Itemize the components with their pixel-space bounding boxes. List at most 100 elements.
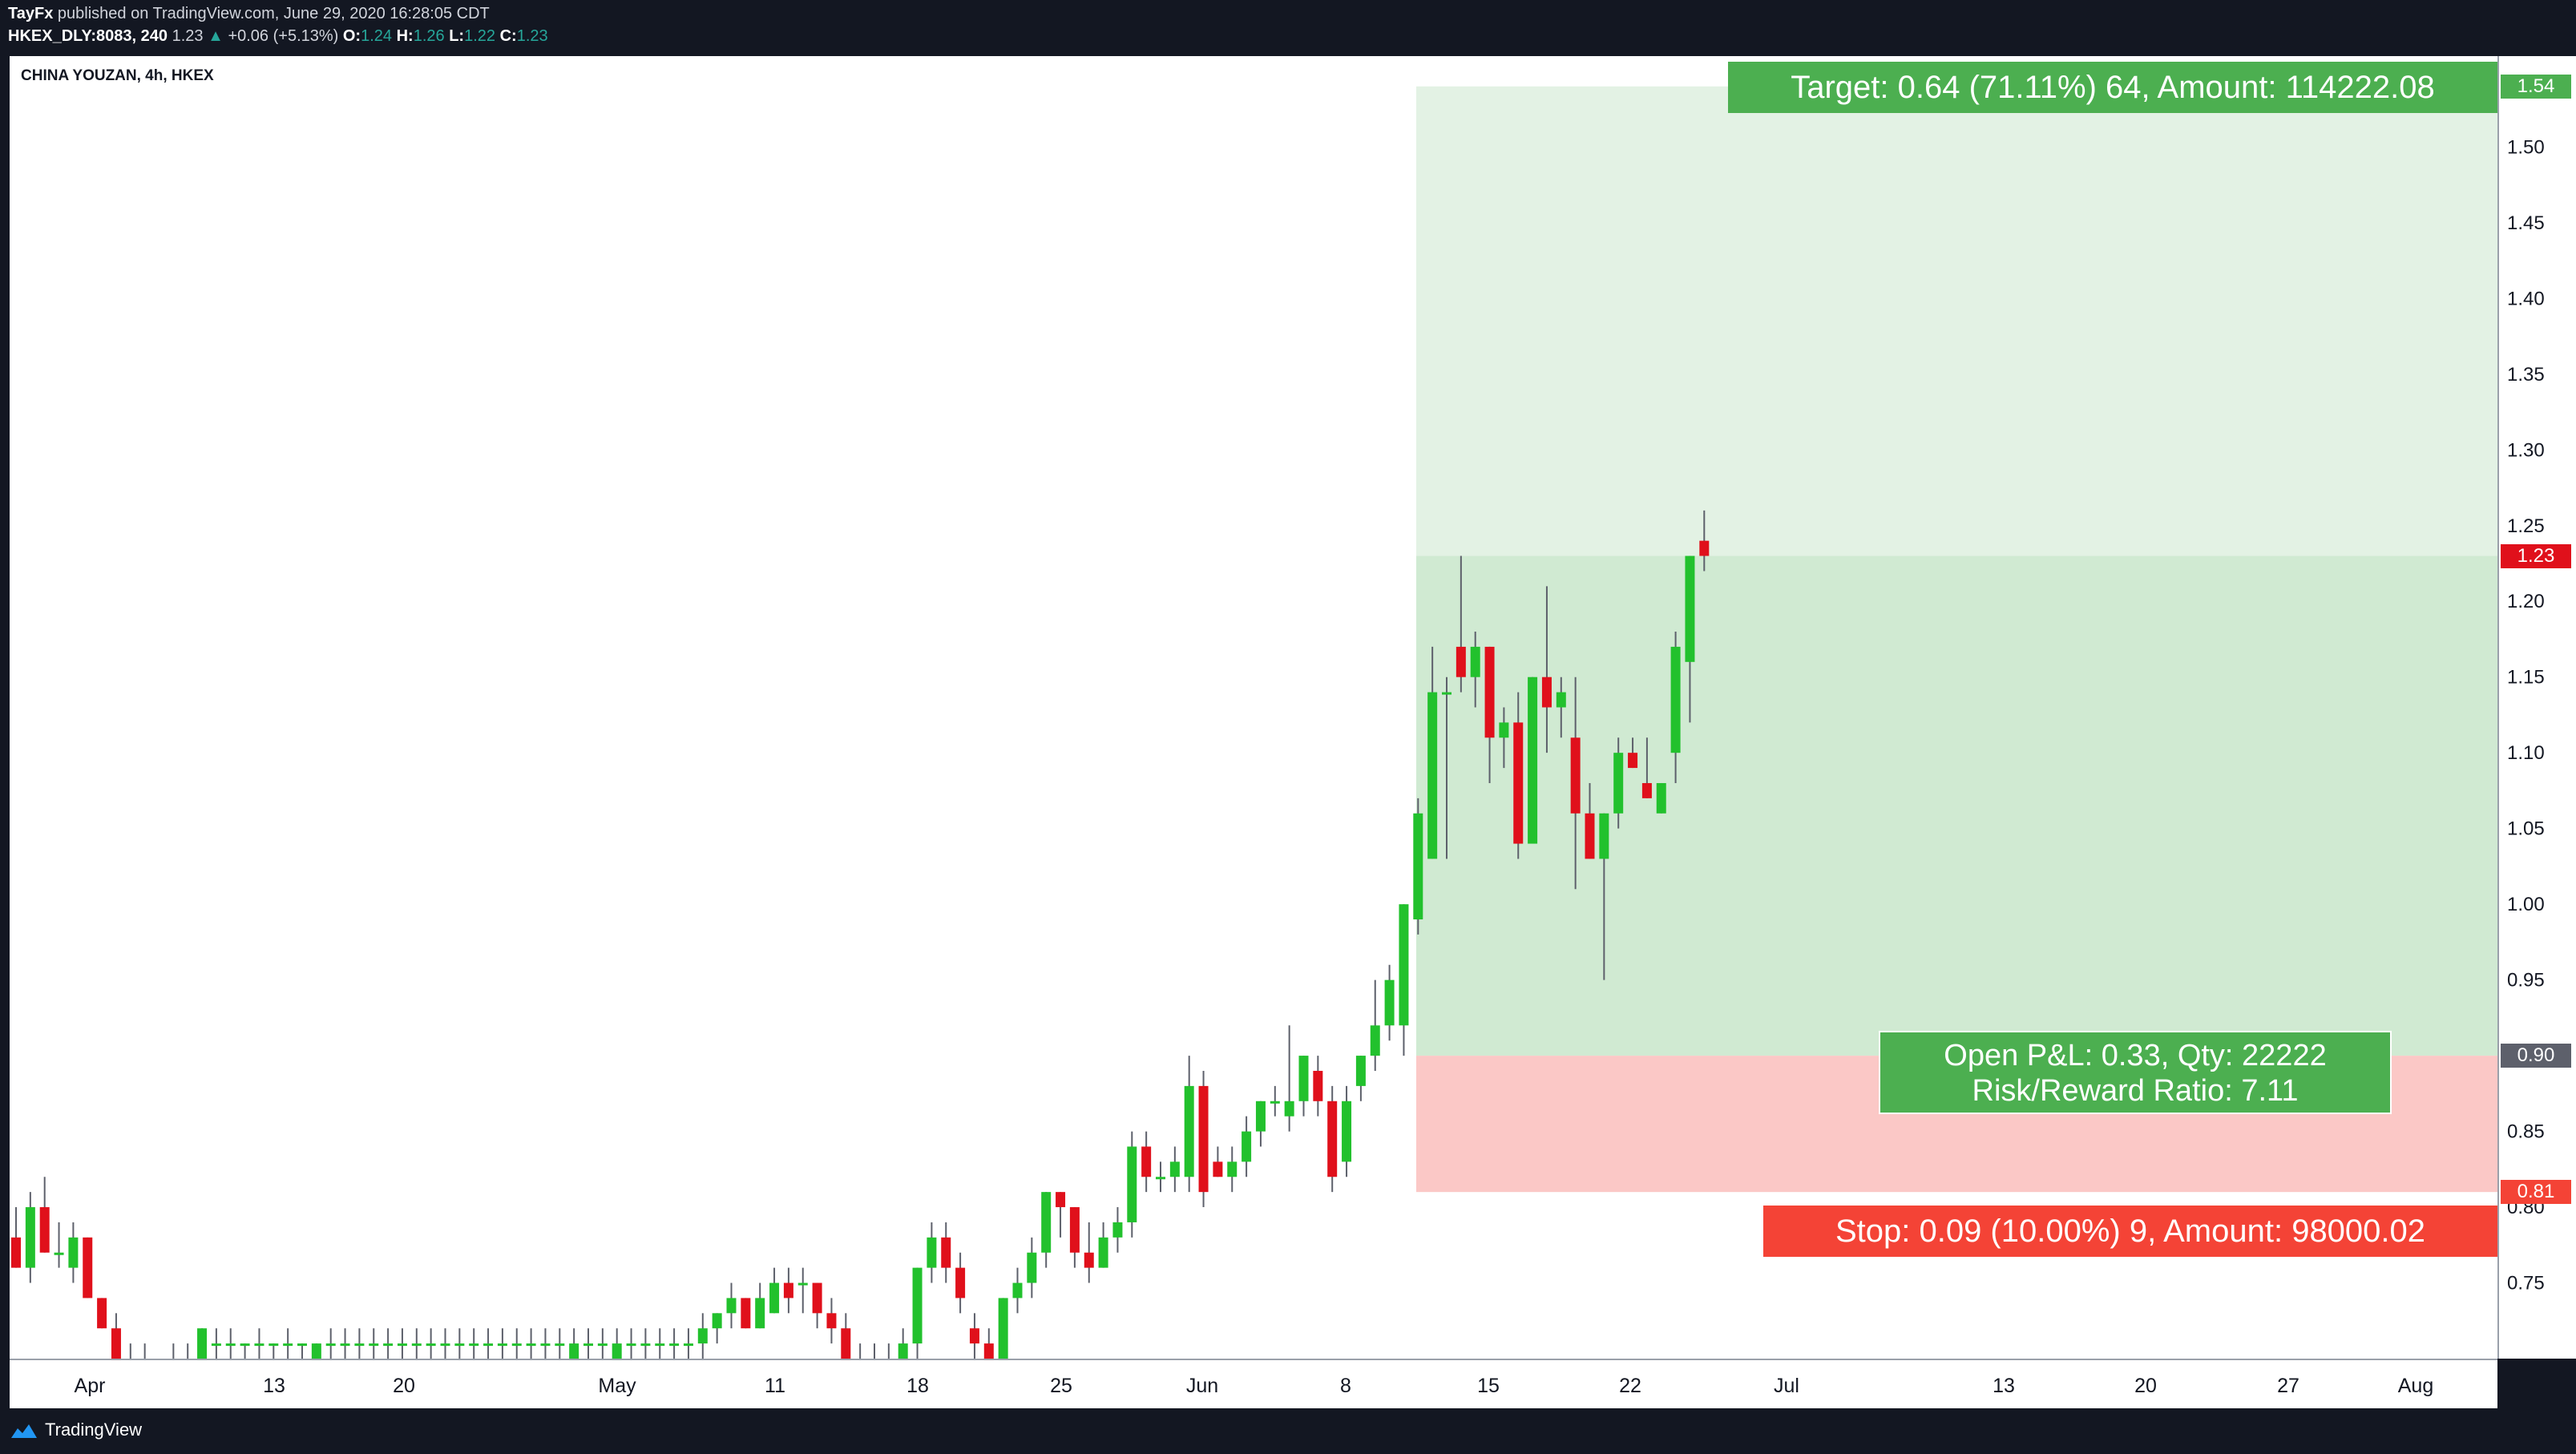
candle[interactable] <box>526 1328 536 1359</box>
candle[interactable] <box>1456 555 1466 693</box>
candle[interactable] <box>383 1328 394 1359</box>
candlestick-chart[interactable] <box>10 56 2497 1359</box>
stop-label[interactable]: Stop: 0.09 (10.00%) 9, Amount: 98000.02 <box>1763 1206 2497 1257</box>
candle[interactable] <box>826 1298 837 1344</box>
candle[interactable] <box>898 1328 908 1359</box>
candle[interactable] <box>797 1267 808 1314</box>
candle[interactable] <box>555 1328 565 1359</box>
candle[interactable] <box>983 1328 994 1359</box>
candle[interactable] <box>1298 1056 1309 1117</box>
candle[interactable] <box>655 1328 665 1359</box>
candle[interactable] <box>454 1328 465 1359</box>
footer-brand[interactable]: TradingView <box>45 1420 143 1440</box>
candle[interactable] <box>855 1343 865 1359</box>
candle[interactable] <box>225 1328 236 1359</box>
candle[interactable] <box>126 1343 135 1359</box>
candle[interactable] <box>626 1328 636 1359</box>
candle[interactable] <box>440 1328 450 1359</box>
candle[interactable] <box>1198 1070 1209 1208</box>
target-label[interactable]: Target: 0.64 (71.11%) 64, Amount: 114222… <box>1728 62 2497 113</box>
candle[interactable] <box>583 1328 593 1359</box>
candle[interactable] <box>569 1328 579 1359</box>
candle[interactable] <box>83 1237 93 1299</box>
candle[interactable] <box>1427 646 1438 859</box>
candle[interactable] <box>1012 1267 1023 1314</box>
candle[interactable] <box>912 1267 923 1359</box>
candle[interactable] <box>1084 1222 1094 1283</box>
candle[interactable] <box>311 1343 321 1359</box>
candle[interactable] <box>812 1282 822 1329</box>
candle[interactable] <box>1156 1161 1165 1193</box>
candle[interactable] <box>269 1343 279 1359</box>
candle[interactable] <box>998 1298 1008 1359</box>
candle[interactable] <box>340 1328 350 1359</box>
candle[interactable] <box>640 1328 651 1359</box>
candle[interactable] <box>712 1313 722 1344</box>
price-axis[interactable]: 0.750.800.850.900.951.001.051.101.151.20… <box>2497 56 2576 1359</box>
candle[interactable] <box>168 1343 178 1359</box>
candle[interactable] <box>354 1328 365 1359</box>
candle[interactable] <box>1127 1131 1137 1238</box>
tradingview-logo-icon[interactable] <box>10 1422 38 1440</box>
candle[interactable] <box>669 1328 680 1359</box>
candle[interactable] <box>1098 1222 1108 1268</box>
candle[interactable] <box>240 1343 250 1359</box>
candle[interactable] <box>1399 904 1409 1056</box>
candle[interactable] <box>254 1328 264 1359</box>
candle[interactable] <box>1141 1131 1152 1193</box>
candle[interactable] <box>741 1298 751 1329</box>
candle[interactable] <box>941 1222 951 1283</box>
candle[interactable] <box>1613 737 1624 829</box>
candle[interactable] <box>97 1298 107 1329</box>
candle[interactable] <box>1255 1101 1266 1147</box>
candle[interactable] <box>683 1328 693 1359</box>
candle[interactable] <box>769 1267 780 1314</box>
candle[interactable] <box>140 1343 150 1359</box>
candle[interactable] <box>1313 1056 1323 1117</box>
candle[interactable] <box>1027 1237 1037 1299</box>
candle[interactable] <box>540 1328 551 1359</box>
candle[interactable] <box>1112 1207 1123 1253</box>
candle[interactable] <box>211 1328 221 1359</box>
author-name[interactable]: TayFx <box>8 5 54 22</box>
candle[interactable] <box>1355 1056 1366 1101</box>
candle[interactable] <box>1342 1085 1352 1177</box>
candle[interactable] <box>1442 677 1452 859</box>
candle[interactable] <box>183 1343 192 1359</box>
candle[interactable] <box>54 1222 64 1268</box>
candle[interactable] <box>1227 1146 1238 1193</box>
candle[interactable] <box>1384 964 1395 1041</box>
pnl-label[interactable]: Open P&L: 0.33, Qty: 22222 Risk/Reward R… <box>1879 1031 2392 1114</box>
candle[interactable] <box>1370 979 1380 1071</box>
candle[interactable] <box>1585 782 1595 859</box>
candle[interactable] <box>11 1207 21 1268</box>
candle[interactable] <box>325 1328 336 1359</box>
candle[interactable] <box>1169 1146 1180 1193</box>
candle[interactable] <box>1499 707 1509 769</box>
candle[interactable] <box>511 1328 522 1359</box>
candle[interactable] <box>1327 1085 1338 1193</box>
candle[interactable] <box>1670 632 1681 783</box>
candle[interactable] <box>884 1343 894 1359</box>
candle[interactable] <box>1685 555 1695 723</box>
candle[interactable] <box>297 1343 307 1359</box>
candle[interactable] <box>1528 677 1538 844</box>
candle[interactable] <box>1413 798 1423 935</box>
candle[interactable] <box>1470 632 1480 708</box>
candle[interactable] <box>597 1328 608 1359</box>
candle[interactable] <box>39 1177 50 1253</box>
candle[interactable] <box>1056 1192 1066 1238</box>
candle[interactable] <box>1184 1056 1194 1193</box>
candle[interactable] <box>369 1328 379 1359</box>
candle[interactable] <box>1541 586 1552 753</box>
candle[interactable] <box>1656 782 1666 814</box>
candle[interactable] <box>1641 737 1652 798</box>
candle[interactable] <box>111 1313 121 1359</box>
candle[interactable] <box>483 1328 494 1359</box>
candle[interactable] <box>927 1222 937 1283</box>
candle[interactable] <box>1556 677 1566 738</box>
candle[interactable] <box>841 1313 851 1359</box>
candle[interactable] <box>1570 677 1581 890</box>
candle[interactable] <box>1213 1146 1223 1177</box>
candle[interactable] <box>697 1313 708 1359</box>
